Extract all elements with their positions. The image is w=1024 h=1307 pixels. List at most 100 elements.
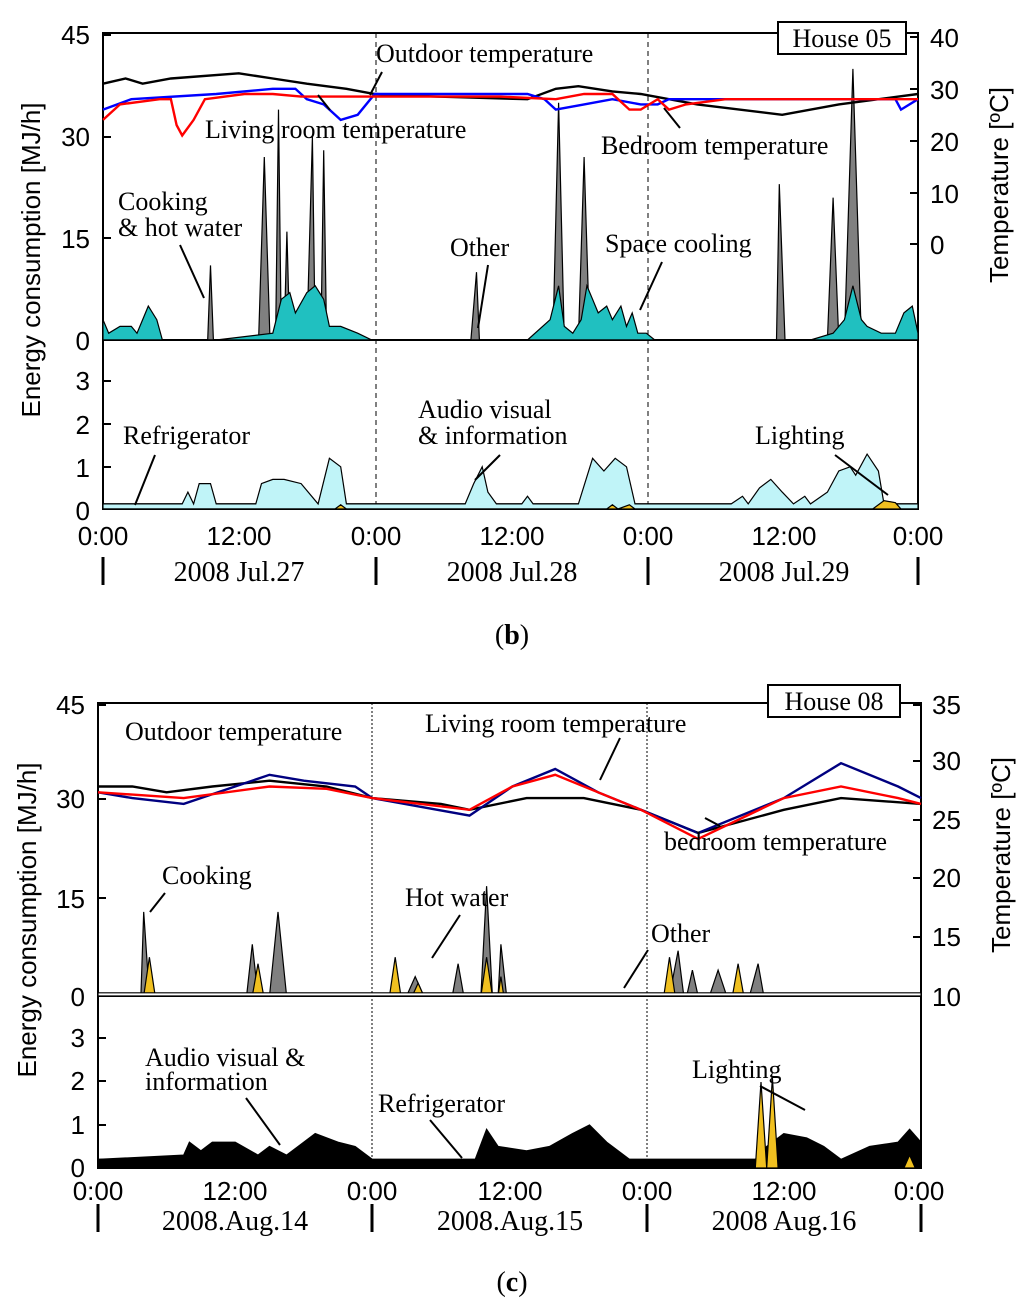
area-lighting (98, 1077, 921, 1169)
area-lighting (103, 499, 918, 510)
annotation-lighting: Lighting (755, 421, 845, 450)
y2-tick-label: 0 (930, 230, 944, 260)
house-label-box (777, 21, 907, 55)
leader-line (429, 1119, 463, 1159)
date-label: 2008 Jul.28 (447, 557, 578, 588)
temperature-lines (97, 761, 922, 841)
area-cooking-hot-water (103, 68, 918, 341)
panel-b: 45 30 15 0 3 2 1 0 40 30 20 10 0 (16, 20, 1014, 651)
y-tick-label: 15 (56, 884, 85, 914)
leader-line (834, 454, 889, 496)
line-bedroom-temperature (102, 92, 918, 138)
upper-area-series (97, 886, 922, 997)
annotation-av: information (145, 1067, 268, 1096)
x-tick-label: 0:00 (623, 521, 674, 551)
date-label: 2008.Aug.15 (437, 1206, 583, 1237)
area-other (97, 992, 922, 997)
annotation-cooling: Space cooling (605, 229, 752, 258)
lower-area-series (102, 452, 919, 510)
leader-line (369, 71, 383, 96)
y-tick-label: 30 (56, 784, 85, 814)
line-living-room-temperature (97, 761, 922, 835)
x-tick-label: 0:00 (894, 1176, 945, 1206)
annotation-cooking: Cooking (118, 187, 208, 216)
y-tick-label: 2 (71, 1066, 85, 1096)
leader-line (759, 1085, 806, 1111)
upper-area-series (102, 68, 919, 341)
annotation-cooking: Cooking (162, 861, 252, 890)
y2-tick-label: 20 (932, 863, 961, 893)
annotation-refrigerator: Refrigerator (378, 1089, 505, 1118)
annotation-living: Living room temperature (205, 115, 466, 144)
annotation-lighting: Lighting (692, 1055, 782, 1084)
date-label: 2008 Aug.16 (712, 1206, 857, 1237)
panel-c: 45 30 15 0 3 2 1 0 35 30 25 20 15 10 (12, 684, 1016, 1298)
leader-line (599, 737, 621, 781)
area-space-cooling (102, 283, 919, 341)
annotation-av: Audio visual (418, 395, 552, 424)
leader-line (179, 244, 205, 299)
y-tick-label: 1 (76, 453, 90, 483)
date-label: 2008 Jul.27 (174, 557, 305, 588)
x-tick-label: 12:00 (479, 521, 544, 551)
annotation-bedroom: Bedroom temperature (601, 131, 828, 160)
area-audio-visual-information (97, 1124, 922, 1169)
x-tick-label: 0:00 (73, 1176, 124, 1206)
panel-caption: (b) (495, 620, 529, 651)
x-tick-label: 0:00 (622, 1176, 673, 1206)
x-tick-label: 12:00 (202, 1176, 267, 1206)
lower-area-series (97, 1077, 922, 1169)
y2-axis-label: Temperature [ºC] (984, 87, 1014, 283)
x-tick-label: 0:00 (893, 521, 944, 551)
y-axis-label: Energy consumption [MJ/h] (12, 762, 42, 1077)
y-tick-label: 2 (76, 410, 90, 440)
line-bedroom-temperature (97, 773, 922, 841)
annotation-outdoor: Outdoor temperature (376, 39, 593, 68)
annotation-av: & information (418, 421, 567, 450)
x-tick-label: 0:00 (351, 521, 402, 551)
line-outdoor-temperature (98, 779, 922, 835)
leader-line (134, 454, 156, 506)
leader-line (149, 892, 166, 913)
leader-line (245, 1097, 281, 1146)
leader-line (477, 264, 489, 329)
annotation-hotwater: Hot water (405, 883, 509, 912)
annotation-cooking: & hot water (118, 213, 243, 242)
area-audio-visual-information (102, 452, 919, 510)
leader-line (474, 454, 501, 481)
annotation-outdoor: Outdoor temperature (125, 717, 342, 746)
annotation-other: Other (450, 233, 510, 262)
y2-axis-label: Temperature [ºC] (986, 757, 1016, 953)
panel-caption: (c) (496, 1267, 527, 1298)
upper-plot-frame (102, 32, 919, 341)
y-tick-label: 0 (71, 982, 85, 1012)
y-tick-label: 45 (56, 690, 85, 720)
house-label: House 05 (793, 24, 892, 53)
leader-line (663, 107, 681, 129)
leader-line (623, 949, 649, 989)
y-tick-label: 0 (71, 1153, 85, 1183)
house-label: House 08 (785, 687, 884, 716)
panel-caption-letter: c (506, 1267, 518, 1298)
y2-tick-label: 20 (930, 127, 959, 157)
panel-caption-letter: b (504, 620, 520, 651)
y2-tick-label: 35 (932, 690, 961, 720)
y2-tick-label: 15 (932, 922, 961, 952)
y-tick-label: 0 (76, 496, 90, 526)
annotation-bedroom: bedroom temperature (664, 827, 887, 856)
temperature-lines (102, 72, 919, 138)
annotation-other: Other (651, 919, 711, 948)
y-tick-label: 3 (71, 1023, 85, 1053)
leader-line (639, 261, 663, 311)
y2-tick-label: 30 (932, 746, 961, 776)
y-tick-label: 1 (71, 1110, 85, 1140)
area-cooking (98, 886, 921, 997)
x-tick-label: 12:00 (751, 1176, 816, 1206)
y-tick-label: 30 (61, 122, 90, 152)
x-tick-label: 0:00 (347, 1176, 398, 1206)
y2-tick-label: 25 (932, 805, 961, 835)
x-tick-label: 12:00 (477, 1176, 542, 1206)
area-hot-water (98, 957, 921, 997)
y-axis-label: Energy consumption [MJ/h] (16, 102, 46, 417)
